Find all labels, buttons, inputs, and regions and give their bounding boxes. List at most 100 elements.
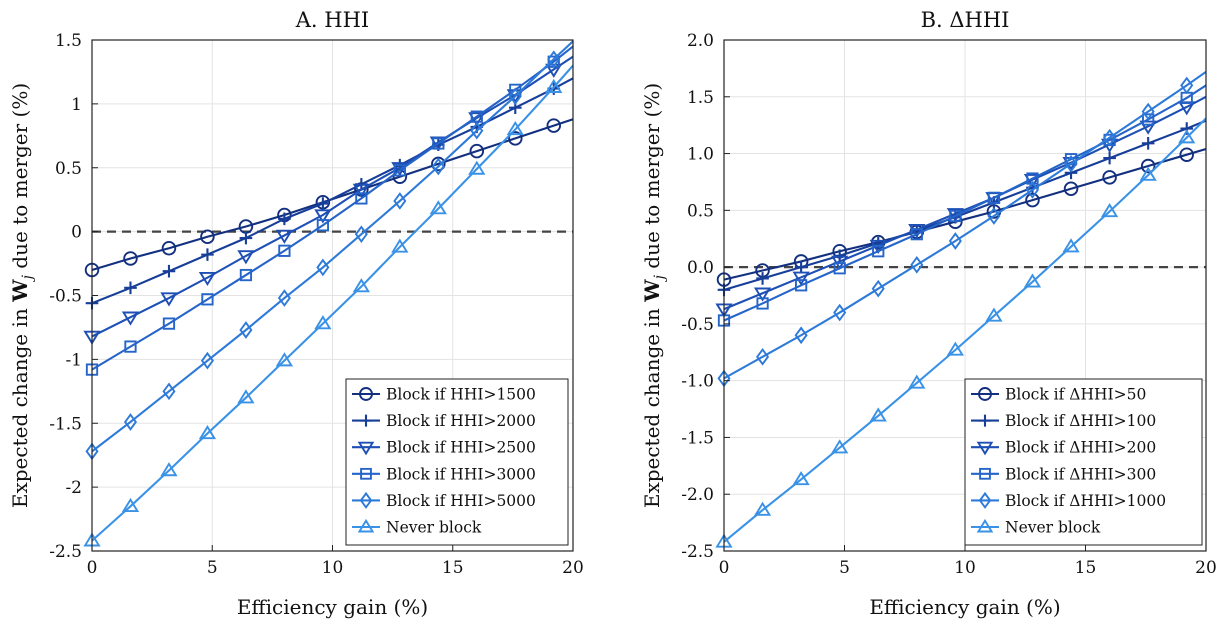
data-point [987,191,1001,204]
series-line [91,45,574,371]
data-point [391,238,409,253]
series-block-if-hhi-1500 [84,118,574,278]
y-axis-label: Expected change in Wj due to merger (%) [640,83,668,508]
data-point [237,389,255,404]
data-point [278,244,291,257]
data-point [1180,76,1194,95]
data-point [352,278,370,293]
data-point [1064,154,1078,173]
data-point [831,439,849,454]
data-point [277,289,291,307]
y-axis-label-bold: W [640,279,664,303]
data-point [354,225,368,244]
y-tick-label: 1 [71,95,82,115]
data-point [352,183,370,198]
legend-label: Block if ΔHHI>1000 [1005,492,1166,510]
legend-label: Block if HHI>5000 [386,492,536,510]
legend-marker [976,518,994,533]
data-point [833,303,847,322]
data-point [1142,113,1155,126]
data-point [201,248,214,261]
x-tick-label: 15 [1075,558,1097,578]
data-point [833,249,846,263]
y-tick-label: 0 [71,223,82,243]
data-point [545,78,563,93]
legend-item: Block if HHI>2500 [352,439,536,457]
data-point [123,413,138,431]
panel-b-delta-hhi: 0 5 10 15 20 -2.5 -2.0 -1.5 -1.0 -0.5 0.0 0.5 1.0 1.5… [640,8,1217,619]
y-axis-label-part: due to merger (%) [640,83,664,275]
data-point [160,462,178,477]
legend-label: Block if HHI>1500 [386,386,536,404]
data-point [275,229,294,244]
data-point [432,137,445,150]
data-point [393,164,406,177]
data-point [946,341,964,356]
data-point [314,315,332,330]
data-point [546,118,562,133]
y-tick-label: -0.5 [49,287,82,307]
data-point [833,262,846,275]
y-axis-label-part: Expected change in [8,302,32,508]
data-point [545,63,563,78]
data-point [508,131,523,146]
data-point [162,382,176,401]
data-point [795,279,808,292]
data-point [198,425,217,440]
legend-marker [360,467,372,480]
y-axis-label-part: due to merger (%) [8,83,32,275]
y-tick-label: 1.0 [687,145,714,165]
y-tick-label: -1.5 [49,414,82,434]
legend-marker [979,467,991,480]
data-point [908,223,926,239]
y-tick-label: -1.5 [681,428,714,448]
series-line [91,64,574,542]
legend-item: Never block [971,519,1101,537]
series-block-if-hhi-200 [715,95,1207,318]
y-tick-label: -0.5 [681,315,714,335]
data-point [162,264,176,278]
data-point [1062,238,1080,253]
y-tick-label: 0.0 [687,258,714,278]
data-point [316,219,329,232]
data-point [275,352,294,367]
legend-box [964,378,1203,546]
data-point [431,156,446,172]
data-point [1141,137,1155,150]
data-point [910,228,923,241]
data-point [794,260,808,274]
legend-item: Block if ΔHHI>50 [971,386,1146,404]
legend-label: Block if HHI>2000 [386,412,536,430]
legend-item: Block if ΔHHI>300 [971,465,1156,483]
data-point [239,321,253,339]
y-tick-label: 2.0 [687,31,714,51]
data-point [869,407,887,422]
data-point [239,231,253,245]
y-tick-label: 0.5 [55,159,82,179]
x-tick-label: 20 [1195,558,1217,578]
legend-label: Block if ΔHHI>200 [1005,439,1156,457]
legend-item: Block if HHI>5000 [352,492,536,510]
data-point [753,287,772,302]
data-point [792,271,810,286]
data-point [470,110,483,123]
y-tick-label: -2.0 [681,485,714,505]
legend-marker [360,414,372,427]
data-point [469,143,485,159]
x-tick-label: 5 [839,558,850,578]
data-point [908,374,926,389]
legend-marker [359,387,373,401]
series-block-if-hhi-1000 [717,70,1207,388]
data-point [756,272,769,285]
data-point [1063,181,1079,197]
y-tick-label: 1.5 [55,31,82,51]
y-tick-label: 1.5 [687,88,714,108]
legend-label: Block if HHI>2500 [386,439,536,457]
y-axis-label: Expected change in Wj due to merger (%) [8,83,36,508]
legend-marker [976,441,994,456]
y-tick-label: -2.5 [49,542,82,562]
data-point [1139,166,1157,181]
data-point [239,268,253,282]
legend-label: Block if ΔHHI>50 [1005,386,1146,404]
legend-label: Block if ΔHHI>300 [1005,465,1156,483]
